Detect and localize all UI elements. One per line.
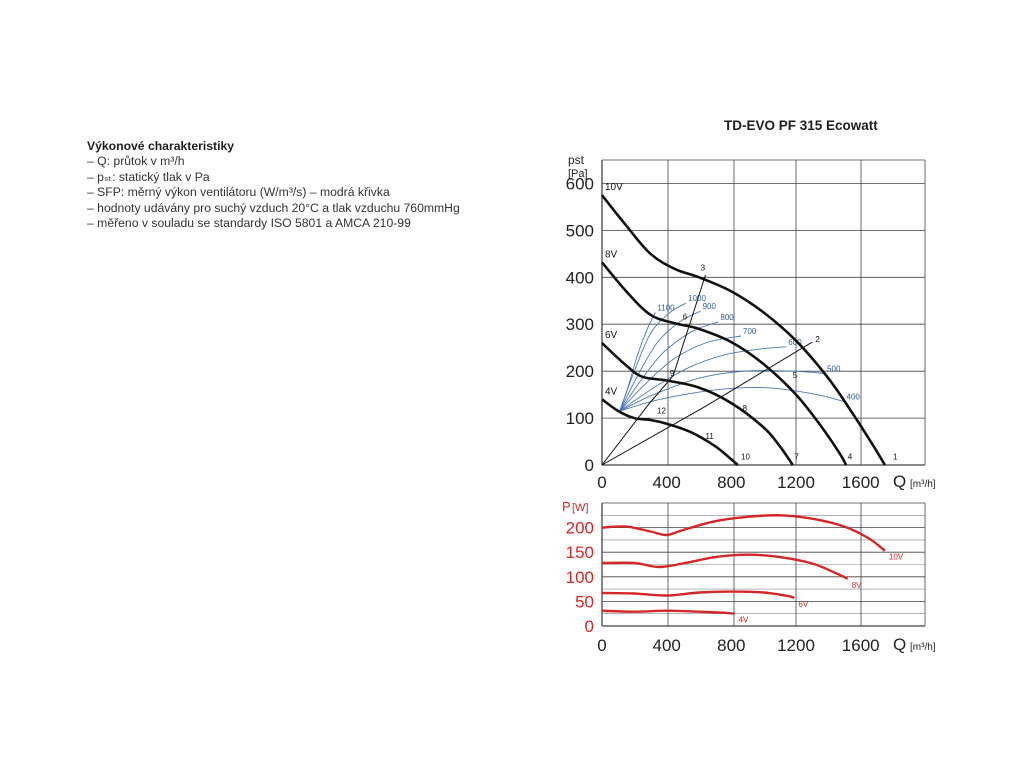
- power-curve-8V: [601, 553, 849, 580]
- sfp-curve-400: [619, 386, 845, 412]
- sfp-label-1000: 1000: [688, 294, 706, 303]
- operating-point-5: 5: [793, 371, 798, 380]
- sfp-curve-900: [619, 310, 701, 412]
- p-ytick-label: 300: [566, 315, 594, 334]
- operating-point-8: 8: [743, 404, 748, 413]
- performance-specs: Výkonové charakteristiky – Q: průtok v m…: [87, 139, 460, 231]
- w-ytick-label: 200: [566, 519, 594, 538]
- p-ytick-label: 0: [585, 456, 594, 475]
- p-ytick-label: 600: [566, 175, 594, 194]
- operating-point-2: 2: [815, 335, 820, 344]
- fan-curve-label-10V: 10V: [605, 182, 623, 193]
- w-ytick-label: 150: [566, 543, 594, 562]
- sfp-curve-700: [619, 335, 742, 412]
- power-curve-label-6V: 6V: [798, 600, 808, 609]
- spec-line-pressure: – pₛₜ: statický tlak v Pa: [87, 169, 210, 184]
- operating-point-12: 12: [657, 406, 666, 415]
- p-ytick-label: 400: [566, 268, 594, 287]
- specs-heading: Výkonové charakteristiky: [87, 139, 235, 153]
- p-ytick-label: 200: [566, 362, 594, 381]
- operating-point-4: 4: [848, 452, 853, 461]
- sfp-label-500: 500: [827, 365, 841, 374]
- operating-point-11: 11: [706, 432, 715, 441]
- system-line-0: [601, 274, 706, 466]
- w-xtick-label: 0: [597, 636, 606, 655]
- sfp-curve-600: [619, 346, 787, 412]
- power-curve-6V: [601, 590, 795, 600]
- fan-curve-6V: [601, 342, 794, 466]
- fan-curve-10V: [600, 194, 887, 466]
- p-ytick-label: 100: [566, 409, 594, 428]
- fan-curve-label-6V: 6V: [605, 330, 618, 341]
- power-curve-label-8V: 8V: [852, 581, 862, 590]
- p-xunit: [m³/h]: [910, 479, 936, 490]
- sfp-label-700: 700: [743, 327, 757, 336]
- p-ylabel: pst: [568, 153, 585, 167]
- operating-point-9: 9: [670, 369, 675, 378]
- sfp-label-600: 600: [788, 338, 802, 347]
- p-xtick-label: 0: [597, 473, 606, 492]
- w-ytick-label: 50: [575, 592, 594, 611]
- w-ylabel: P: [562, 499, 571, 514]
- sfp-curve-1000: [619, 302, 687, 412]
- p-xtick-label: 1200: [777, 473, 815, 492]
- power-curve-10V: [601, 514, 886, 552]
- fan-curve-label-8V: 8V: [605, 249, 618, 260]
- power-curve-label-10V: 10V: [889, 553, 904, 562]
- w-ytick-label: 100: [566, 568, 594, 587]
- sfp-curve-500: [619, 370, 826, 412]
- w-xlabel: Q: [893, 635, 906, 654]
- p-ytick-label: 500: [566, 221, 594, 240]
- operating-point-6: 6: [683, 313, 688, 322]
- system-line-1: [601, 341, 813, 466]
- fan-curve-label-4V: 4V: [605, 386, 618, 397]
- p-xlabel: Q: [893, 472, 906, 491]
- sfp-label-400: 400: [847, 393, 861, 402]
- spec-line-conditions: – hodnoty udávány pro suchý vzduch 20°C …: [87, 200, 460, 215]
- w-ytick-label: 0: [585, 617, 594, 636]
- w-xunit: [m³/h]: [910, 642, 936, 653]
- product-title: TD-EVO PF 315 Ecowatt: [724, 118, 878, 133]
- power-curve-label-4V: 4V: [739, 616, 749, 625]
- operating-point-10: 10: [741, 452, 750, 461]
- w-xtick-label: 800: [717, 636, 745, 655]
- sfp-label-1100: 1100: [657, 304, 675, 313]
- sfp-label-900: 900: [703, 302, 717, 311]
- p-xtick-label: 800: [717, 473, 745, 492]
- w-yunit: [W]: [572, 502, 589, 514]
- operating-point-1: 1: [893, 452, 898, 461]
- sfp-curve-800: [619, 321, 719, 412]
- fan-curve-4V: [601, 398, 739, 467]
- w-xtick-label: 1200: [777, 636, 815, 655]
- spec-line-flow: – Q: průtok v m³/h: [87, 154, 185, 169]
- p-xtick-label: 1600: [842, 473, 880, 492]
- w-xtick-label: 400: [653, 636, 681, 655]
- power-curve-4V: [601, 609, 735, 615]
- sfp-label-800: 800: [720, 313, 734, 322]
- spec-line-sfp: – SFP: měrný výkon ventilátoru (W/m³/s) …: [87, 185, 390, 200]
- operating-point-3: 3: [701, 263, 706, 272]
- p-yunit: [Pa]: [568, 168, 588, 180]
- w-xtick-label: 1600: [842, 636, 880, 655]
- operating-point-7: 7: [794, 452, 799, 461]
- fan-curve-8V: [601, 261, 848, 466]
- spec-line-standards: – měřeno v souladu se standardy ISO 5801…: [87, 216, 411, 231]
- p-xtick-label: 400: [653, 473, 681, 492]
